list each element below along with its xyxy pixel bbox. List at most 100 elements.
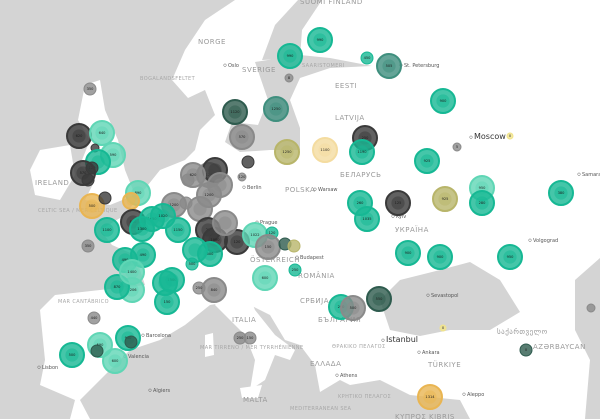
marker-value: 500 (89, 204, 97, 208)
map-marker[interactable]: 1035 (354, 206, 380, 232)
map-marker[interactable]: 120 (237, 172, 247, 182)
map-marker[interactable]: 550 (366, 286, 392, 312)
marker-value: 8 (288, 76, 291, 80)
map-marker[interactable]: 925 (414, 148, 440, 174)
map-marker[interactable]: 1150 (165, 217, 191, 243)
map-marker[interactable]: 1100 (312, 137, 338, 163)
marker-bubble[interactable] (81, 239, 95, 253)
map-marker[interactable]: 250 (288, 263, 302, 277)
map-marker[interactable] (90, 344, 104, 358)
map-marker[interactable]: 1190 (349, 139, 375, 165)
map-marker[interactable]: 125 (385, 190, 411, 216)
map-marker[interactable]: 950 (497, 244, 523, 270)
marker-bubble[interactable] (87, 311, 101, 325)
map-marker[interactable]: 1300 (129, 216, 155, 242)
map-marker[interactable]: 620 (180, 162, 206, 188)
map-marker[interactable]: 505 (376, 53, 402, 79)
map-marker[interactable]: 450 (360, 51, 374, 65)
marker-bubble[interactable] (284, 73, 294, 83)
map-marker[interactable]: 150 (255, 234, 281, 260)
marker-bubble[interactable] (237, 172, 247, 182)
map-marker[interactable]: 900 (430, 88, 456, 114)
map-marker[interactable]: 925 (432, 186, 458, 212)
map-marker[interactable]: 990 (277, 43, 303, 69)
map-marker[interactable]: 900 (427, 244, 453, 270)
black-sea (380, 262, 520, 336)
marker-bubble[interactable] (124, 335, 138, 349)
map-marker[interactable] (98, 191, 112, 205)
map-marker[interactable]: 600 (102, 348, 128, 374)
map-marker[interactable]: 150 (154, 289, 180, 315)
map-marker[interactable]: 0 (506, 132, 514, 140)
map-marker[interactable]: 350 (83, 82, 97, 96)
map-marker[interactable]: 870 (104, 274, 130, 300)
marker-bubble[interactable] (243, 331, 257, 345)
marker-bubble[interactable] (439, 324, 447, 332)
marker-bubble[interactable] (360, 51, 374, 65)
map-marker[interactable]: 1250 (274, 139, 300, 165)
map-marker[interactable] (241, 155, 255, 169)
marker-value: 0 (509, 134, 512, 138)
country-label: БЕЛАРУСЬ (340, 171, 381, 179)
map-marker[interactable]: 1100 (94, 217, 120, 243)
map-marker[interactable] (124, 335, 138, 349)
marker-bubble[interactable] (287, 239, 301, 253)
map-marker[interactable]: 990 (307, 27, 333, 53)
map-marker[interactable]: 640 (89, 120, 115, 146)
marker-value: 550 (376, 297, 384, 301)
city-label: Prague (260, 220, 277, 226)
map-marker[interactable]: 500 (59, 342, 85, 368)
marker-bubble[interactable] (192, 281, 206, 295)
marker-bubble[interactable] (98, 191, 112, 205)
map-marker[interactable] (152, 270, 178, 296)
map-marker[interactable]: 250 (192, 281, 206, 295)
map-marker[interactable]: 260 (347, 190, 373, 216)
marker-core (258, 271, 272, 285)
map-marker[interactable]: 150 (243, 331, 257, 345)
map-marker[interactable]: 900 (395, 240, 421, 266)
map-marker[interactable]: 1120 (222, 99, 248, 125)
map-marker[interactable]: 350 (81, 239, 95, 253)
map-marker[interactable]: 1400 (119, 259, 145, 285)
marker-bubble[interactable] (90, 344, 104, 358)
city-dot-icon (462, 392, 466, 396)
country-label: ΚΥΠΡΟΣ KIBRIS (395, 413, 455, 419)
marker-bubble[interactable] (83, 82, 97, 96)
map-marker[interactable]: 620 (66, 123, 92, 149)
country-label: საქართველო (497, 327, 548, 336)
map-marker[interactable]: 8 (284, 73, 294, 83)
marker-bubble[interactable] (81, 173, 95, 187)
map-marker[interactable]: 440 (87, 311, 101, 325)
map-marker[interactable]: 500 (185, 257, 199, 271)
map-marker[interactable] (586, 303, 596, 313)
map-marker[interactable]: 1250 (263, 96, 289, 122)
map-marker[interactable]: 1200 (196, 182, 222, 208)
map-marker[interactable]: 280 (469, 190, 495, 216)
map-marker[interactable]: 570 (229, 124, 255, 150)
marker-bubble[interactable] (519, 343, 533, 357)
map-marker[interactable]: 380 (548, 180, 574, 206)
map-marker[interactable] (212, 210, 238, 236)
marker-bubble[interactable] (288, 263, 302, 277)
map-marker[interactable]: 5 (452, 142, 462, 152)
map-marker[interactable] (81, 173, 95, 187)
city-label: Moscow (474, 132, 506, 141)
map-marker[interactable]: 840 (201, 277, 227, 303)
map-marker[interactable]: 600 (252, 265, 278, 291)
marker-bubble[interactable] (241, 155, 255, 169)
map-marker[interactable]: 500 (79, 193, 105, 219)
marker-bubble[interactable] (506, 132, 514, 140)
map-marker[interactable]: 1314 (417, 384, 443, 410)
map-marker[interactable]: 500 (340, 295, 366, 321)
marker-bubble[interactable] (586, 303, 596, 313)
marker-bubble[interactable] (185, 257, 199, 271)
map-marker[interactable] (122, 192, 140, 210)
city-label: Sevastopol (431, 293, 459, 299)
marker-bubble[interactable] (452, 142, 462, 152)
country-label: MALTA (243, 396, 268, 404)
map-marker[interactable] (287, 239, 301, 253)
map-marker[interactable]: 0 (439, 324, 447, 332)
map-marker[interactable]: 0 (519, 343, 533, 357)
